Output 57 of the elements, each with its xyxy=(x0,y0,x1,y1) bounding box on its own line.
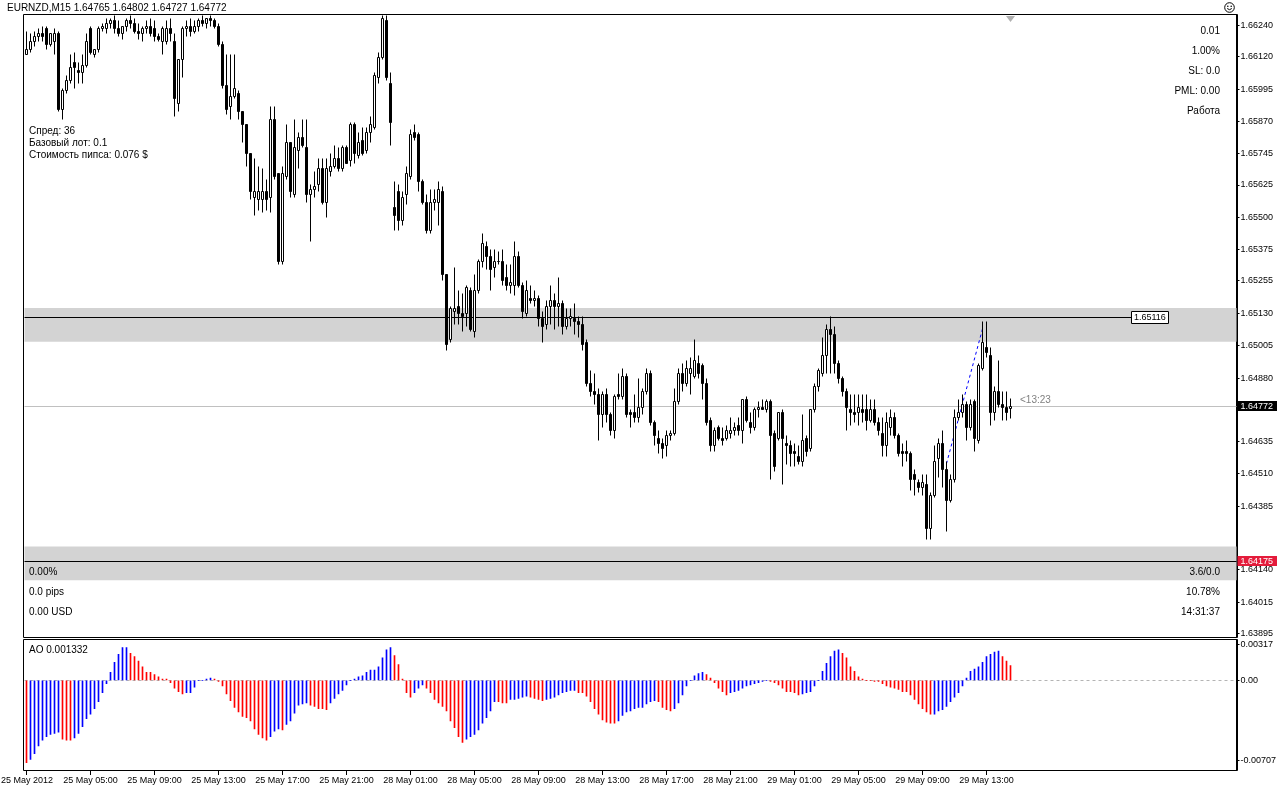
x-tick-label: 28 May 05:00 xyxy=(447,775,502,786)
annotation: 0.00% xyxy=(29,565,58,577)
x-tick-label: 28 May 13:00 xyxy=(575,775,630,786)
y-tick-label: 1.65870 xyxy=(1240,116,1274,126)
y-tick-label: 1.65255 xyxy=(1240,275,1274,286)
y-tick-label: 0.00 xyxy=(1240,674,1259,685)
x-tick-label: 25 May 2012 xyxy=(1,775,54,786)
chart-title: AO 0.001332 xyxy=(29,643,89,655)
x-tick-label: 29 May 13:00 xyxy=(959,775,1014,786)
y-tick-label: 1.65005 xyxy=(1240,340,1274,351)
chart-title: EURNZD,M15 1.64765 1.64802 1.64727 1.64772 xyxy=(7,1,228,13)
y-tick-label: -0.00707 xyxy=(1240,754,1277,765)
y-tick-label: 1.65745 xyxy=(1240,148,1274,159)
x-tick-label: 29 May 09:00 xyxy=(895,775,950,786)
annotation: Спред: 36 xyxy=(29,124,76,136)
annotation: SL: 0.0 xyxy=(1188,64,1221,76)
annotation: Базовый лот: 0.1 xyxy=(29,136,108,148)
annotation: Работа xyxy=(1187,104,1221,116)
y-tick-label: 1.64015 xyxy=(1240,596,1274,607)
annotation: 0.00 USD xyxy=(29,605,73,617)
y-tick-label: 1.63895 xyxy=(1240,627,1274,638)
y-tick-label: 1.64140 xyxy=(1240,564,1274,575)
x-tick-label: 29 May 05:00 xyxy=(831,775,886,786)
annotation: 1.00% xyxy=(1191,44,1221,56)
annotation: PML: 0.00 xyxy=(1174,84,1221,96)
y-tick-label: 1.65995 xyxy=(1240,83,1274,94)
annotation: Стоимость пипса: 0.076 $ xyxy=(29,148,149,160)
y-tick-label: 1.65500 xyxy=(1240,211,1274,222)
annotation: 14:31:37 xyxy=(1181,605,1221,617)
annotation: 0.0 pips xyxy=(29,585,65,597)
y-tick-label: 1.66240 xyxy=(1240,20,1274,31)
y-tick-label: 0.00317 xyxy=(1240,639,1274,649)
annotation: 0.01 xyxy=(1200,24,1221,36)
x-tick-label: 28 May 01:00 xyxy=(383,775,438,786)
x-tick-label: 25 May 17:00 xyxy=(255,775,310,786)
y-tick-label: 1.65625 xyxy=(1240,179,1274,190)
ref-line-label: 1.64772 xyxy=(1240,400,1274,411)
y-tick-label: 1.64635 xyxy=(1240,436,1274,447)
x-tick-label: 28 May 17:00 xyxy=(639,775,694,786)
x-tick-label: 25 May 09:00 xyxy=(127,775,182,786)
y-tick-label: 1.66120 xyxy=(1240,51,1274,62)
y-tick-label: 1.64510 xyxy=(1240,468,1274,479)
x-tick-label: 25 May 21:00 xyxy=(319,775,374,786)
ref-line-label: 1.65116 xyxy=(1134,312,1166,323)
x-tick-label: 29 May 01:00 xyxy=(767,775,822,786)
y-tick-label: 1.65130 xyxy=(1240,307,1274,318)
x-tick-label: 28 May 21:00 xyxy=(703,775,758,786)
ref-line-label: 1.64175 xyxy=(1240,555,1274,566)
annotation: 3.6/0.0 xyxy=(1189,565,1221,577)
x-tick-label: 28 May 09:00 xyxy=(511,775,566,786)
annotation: <13:23 xyxy=(1020,393,1052,405)
y-tick-label: 1.64880 xyxy=(1240,372,1274,383)
x-tick-label: 25 May 13:00 xyxy=(191,775,246,786)
y-tick-label: 1.65375 xyxy=(1240,244,1274,255)
annotation: 10.78% xyxy=(1186,585,1221,597)
y-tick-label: 1.64385 xyxy=(1240,500,1274,511)
x-tick-label: 25 May 05:00 xyxy=(63,775,118,786)
